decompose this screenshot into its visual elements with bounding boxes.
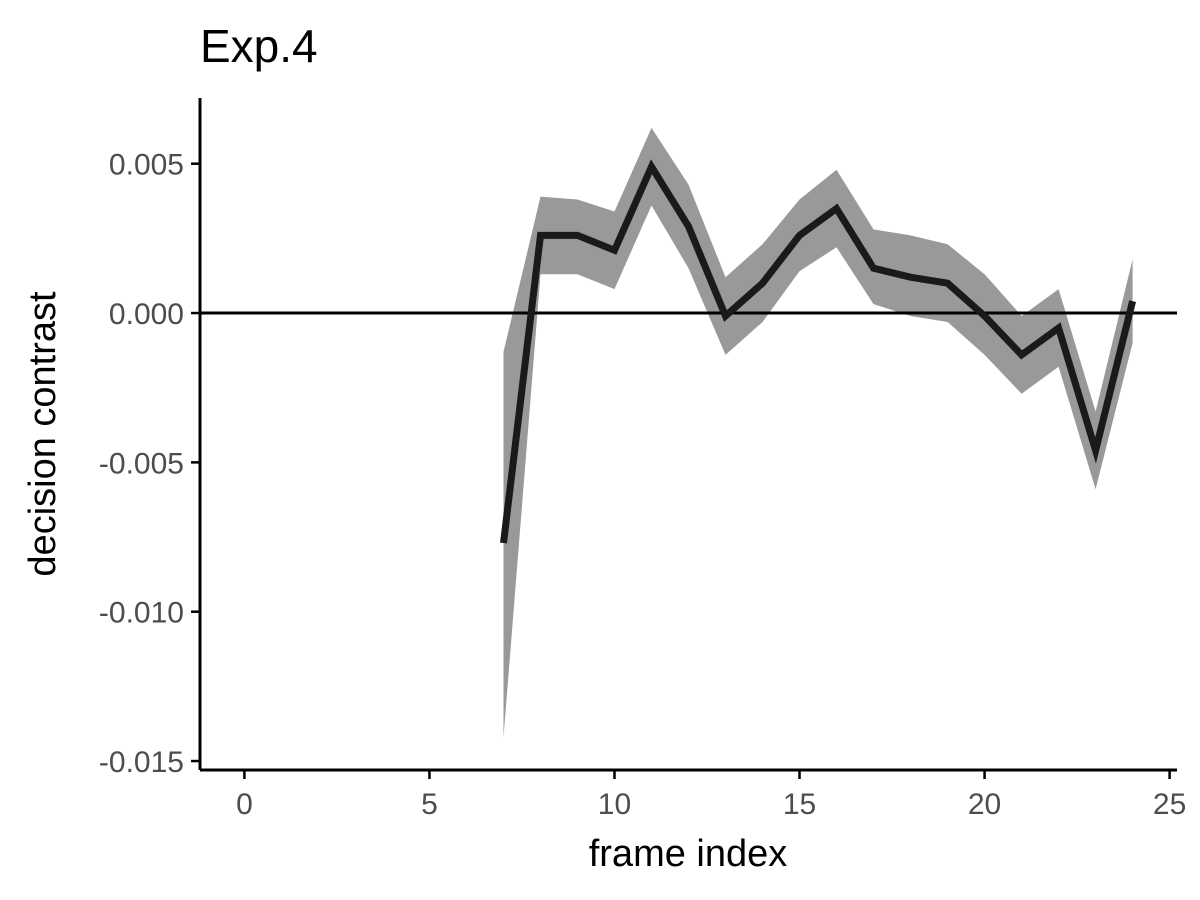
y-tick-label: -0.015 bbox=[99, 746, 184, 779]
data-point bbox=[946, 281, 950, 285]
y-tick-label: -0.010 bbox=[99, 597, 184, 630]
data-point bbox=[612, 248, 616, 252]
data-point bbox=[649, 165, 653, 169]
data-point bbox=[761, 281, 765, 285]
x-tick-label: 10 bbox=[598, 788, 631, 821]
data-point bbox=[1094, 448, 1098, 452]
data-point bbox=[798, 233, 802, 237]
x-tick-label: 5 bbox=[421, 788, 438, 821]
x-tick-label: 0 bbox=[236, 788, 253, 821]
data-point bbox=[501, 541, 505, 545]
data-point bbox=[1131, 299, 1135, 303]
data-point bbox=[1057, 326, 1061, 330]
x-tick-label: 25 bbox=[1153, 788, 1186, 821]
y-tick-label: 0.005 bbox=[109, 149, 184, 182]
x-tick-label: 15 bbox=[783, 788, 816, 821]
data-point bbox=[983, 314, 987, 318]
data-point bbox=[1020, 353, 1024, 357]
data-point bbox=[575, 233, 579, 237]
data-point bbox=[909, 275, 913, 279]
y-tick-label: 0.000 bbox=[109, 298, 184, 331]
data-point bbox=[687, 224, 691, 228]
x-axis-title: frame index bbox=[589, 833, 788, 875]
y-axis-title: decision contrast bbox=[22, 291, 64, 577]
series-line bbox=[500, 159, 1136, 544]
plot-area: 0 5 10 15 20 25 0.005 0.000 -0.005 -0.010 -0.015 bbox=[99, 98, 1186, 821]
data-point bbox=[872, 266, 876, 270]
confidence-ribbon bbox=[503, 127, 1133, 738]
y-tick-label: -0.005 bbox=[99, 447, 184, 480]
data-point bbox=[724, 314, 728, 318]
x-tick-label: 20 bbox=[968, 788, 1001, 821]
data-point bbox=[835, 207, 839, 211]
data-point bbox=[538, 233, 542, 237]
chart-title: Exp.4 bbox=[200, 20, 318, 72]
